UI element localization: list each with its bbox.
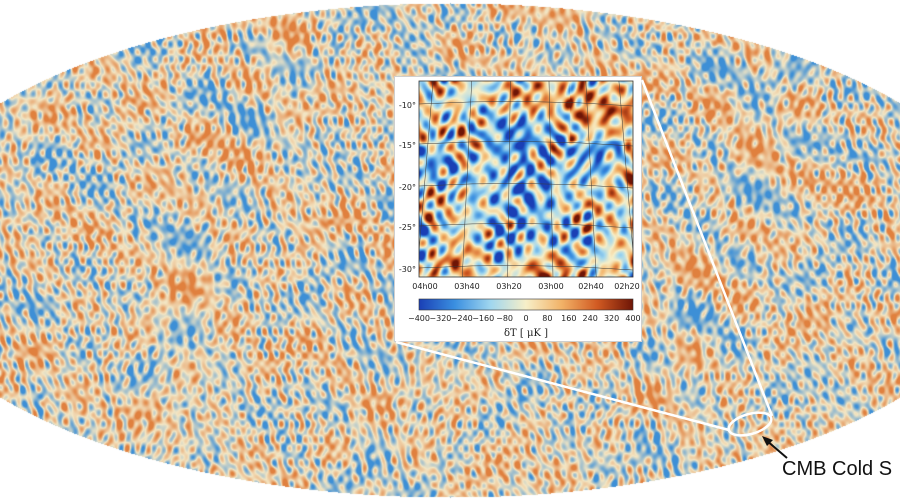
right-ascension-gridline bbox=[618, 81, 633, 255]
right-ascension-gridline bbox=[548, 81, 554, 277]
x-tick-label: 03h40 bbox=[454, 282, 479, 291]
declination-gridline bbox=[419, 183, 633, 189]
declination-gridline bbox=[419, 141, 633, 147]
right-ascension-gridline bbox=[507, 81, 511, 277]
x-tick-label: 02h40 bbox=[578, 282, 603, 291]
inset-figure: -10° -15° -20° -25° -30° 04h00 03h40 03h… bbox=[399, 80, 641, 339]
declination-gridline bbox=[419, 223, 633, 229]
colorbar-tick-label: 400 bbox=[625, 314, 640, 323]
y-tick-label: -25° bbox=[399, 223, 416, 232]
colorbar bbox=[418, 298, 634, 311]
y-tick-label: -15° bbox=[399, 141, 416, 150]
colorbar-tick-label: −80 bbox=[496, 314, 513, 323]
declination-gridline bbox=[419, 101, 633, 107]
colorbar-ticks: −400 −320 −240 −160 −80 0 80 160 240 320 400 bbox=[408, 314, 641, 323]
colorbar-tick-label: 320 bbox=[604, 314, 619, 323]
right-ascension-gridline bbox=[462, 81, 472, 277]
y-tick-label: -10° bbox=[399, 101, 416, 110]
y-tick-label: -30° bbox=[399, 265, 416, 274]
coordinate-grid bbox=[419, 81, 633, 277]
colorbar-tick-label: −240 bbox=[451, 314, 473, 323]
colorbar-tick-label: −400 bbox=[408, 314, 430, 323]
x-tick-label: 04h00 bbox=[412, 282, 437, 291]
declination-gridline bbox=[419, 265, 633, 271]
colorbar-tick-label: 0 bbox=[523, 314, 528, 323]
x-tick-label: 03h00 bbox=[538, 282, 563, 291]
right-ascension-gridline bbox=[585, 81, 597, 277]
x-tick-label: 03h20 bbox=[496, 282, 521, 291]
cold-spot-patch bbox=[419, 81, 633, 277]
colorbar-label: δT [ μK ] bbox=[504, 328, 548, 339]
colorbar-tick-label: 80 bbox=[542, 314, 552, 323]
colorbar-tick-label: −160 bbox=[472, 314, 494, 323]
cold-spot-label: CMB Cold S bbox=[782, 458, 893, 480]
cold-spot-zoom-inset: -10° -15° -20° -25° -30° 04h00 03h40 03h… bbox=[394, 76, 642, 342]
y-tick-label: -20° bbox=[399, 183, 416, 192]
right-ascension-gridline bbox=[419, 81, 434, 255]
x-tick-label: 02h20 bbox=[614, 282, 639, 291]
colorbar-tick-label: 240 bbox=[583, 314, 598, 323]
colorbar-tick-label: 160 bbox=[561, 314, 576, 323]
colorbar-tick-label: −320 bbox=[429, 314, 451, 323]
